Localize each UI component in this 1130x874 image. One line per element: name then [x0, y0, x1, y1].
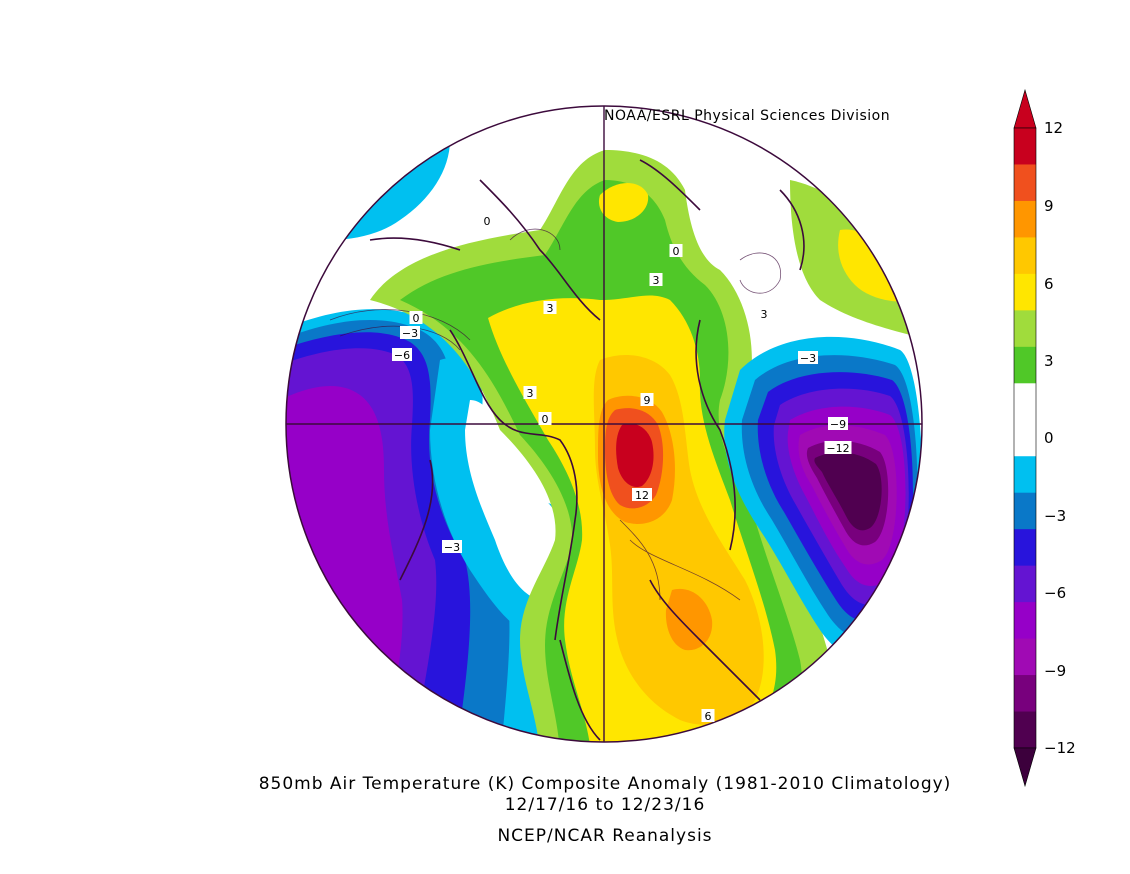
caption-title: 850mb Air Temperature (K) Composite Anom…	[258, 774, 952, 794]
warm-region-orange-europe	[665, 588, 713, 651]
colorbar-tick-label: 6	[1044, 275, 1054, 293]
warm-region-red	[616, 423, 654, 488]
colorbar-swatch	[1014, 128, 1036, 165]
colorbar-swatch	[1014, 456, 1036, 494]
contour-label-bg	[409, 311, 423, 324]
map-boundary	[285, 105, 923, 743]
colorbar-swatch	[1014, 711, 1036, 749]
contour-label-bg	[538, 412, 552, 425]
contour-label-bg	[701, 709, 715, 722]
contour-label: 0	[413, 312, 420, 325]
contour-label-bg	[824, 441, 852, 454]
contour-label: 12	[635, 489, 649, 502]
contour-label: 3	[653, 274, 660, 287]
colorbar-tick-label: 3	[1044, 352, 1054, 370]
colorbar: 12 9 6 3 0 −3 −6 −9 −12	[1013, 88, 1076, 788]
contour-label: 0	[484, 215, 491, 228]
colorbar-swatch	[1014, 164, 1036, 202]
contour-label-bg	[400, 326, 420, 339]
contour-label: −12	[826, 442, 849, 455]
colorbar-tick-label: 9	[1044, 197, 1054, 215]
colorbar-tick-label: 12	[1044, 119, 1063, 137]
contour-label: −3	[402, 327, 418, 340]
contour-label-bg	[649, 273, 663, 286]
colorbar-swatch	[1014, 419, 1036, 457]
contour-label-bg	[480, 214, 494, 227]
contour-label: −9	[830, 418, 846, 431]
contour-label-bg	[392, 348, 412, 361]
colorbar-swatch	[1014, 602, 1036, 640]
colorbar-swatch	[1014, 310, 1036, 348]
credit-text: NOAA/ESRL Physical Sciences Division	[604, 108, 891, 124]
colorbar-tick-label: −9	[1044, 662, 1066, 680]
colorbar-swatch	[1014, 273, 1036, 311]
colorbar-swatch	[1014, 237, 1036, 275]
colorbar-bottom-arrow	[1013, 747, 1037, 788]
contour-label: 3	[547, 302, 554, 315]
contour-label-bg	[523, 386, 537, 399]
contour-label: 3	[527, 387, 534, 400]
contour-label: 9	[644, 394, 651, 407]
colorbar-top-arrow	[1013, 88, 1037, 129]
warm-region-northern-gold	[598, 182, 649, 222]
contour-label-bg	[543, 301, 557, 314]
contour-lines	[329, 228, 782, 601]
contour-label: −6	[394, 349, 410, 362]
caption-dates: 12/17/16 to 12/23/16	[504, 795, 706, 815]
colorbar-swatch	[1014, 565, 1036, 603]
contour-label: 0	[673, 245, 680, 258]
contour-label-bg	[798, 351, 818, 364]
colorbar-swatch	[1014, 638, 1036, 676]
colorbar-swatch	[1014, 346, 1036, 384]
contour-label: −3	[444, 541, 460, 554]
colorbar-tick-label: −6	[1044, 584, 1066, 602]
colorbar-swatch	[1014, 529, 1036, 567]
contour-label-bg	[757, 307, 771, 320]
cold-tongue-white	[465, 400, 564, 600]
contour-label: −3	[800, 352, 816, 365]
colorbar-swatch	[1014, 675, 1036, 713]
colorbar-tick-label: 0	[1044, 429, 1054, 447]
contour-label-bg	[442, 540, 462, 553]
contour-label: 6	[705, 710, 712, 723]
cold-region-east-darkplum	[814, 452, 882, 531]
contour-label: 3	[761, 308, 768, 321]
contour-label-bg	[632, 488, 652, 501]
colorbar-swatch	[1014, 492, 1036, 530]
contour-label: 0	[542, 413, 549, 426]
contour-label-bg	[640, 393, 654, 406]
contour-label-bg	[669, 244, 683, 257]
colorbar-swatch	[1014, 383, 1036, 421]
caption-source: NCEP/NCAR Reanalysis	[497, 826, 713, 846]
colorbar-tick-label: −12	[1044, 739, 1076, 757]
contour-label-bg	[828, 417, 848, 430]
colorbar-tick-label: −3	[1044, 507, 1066, 525]
coastlines	[369, 159, 805, 741]
colorbar-swatch	[1014, 200, 1036, 238]
